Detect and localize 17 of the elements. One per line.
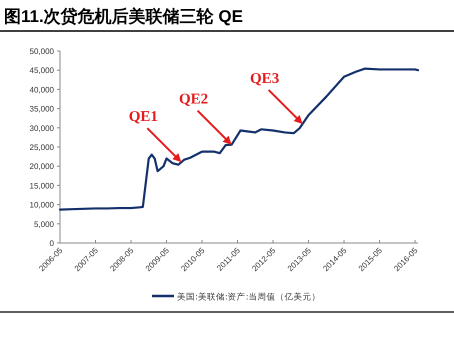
y-tick-label: 20,000 xyxy=(30,162,55,172)
annotation: QE2 xyxy=(179,92,208,108)
y-tick-label: 10,000 xyxy=(30,200,55,210)
y-tick-label: 0 xyxy=(50,239,55,248)
y-tick-label: 25,000 xyxy=(30,143,55,152)
y-tick-label: 15,000 xyxy=(30,181,55,190)
y-tick-label: 45,000 xyxy=(30,66,55,76)
y-tick-label: 50,000 xyxy=(30,47,55,56)
annotation: QE3 xyxy=(250,70,280,87)
y-tick-label: 30,000 xyxy=(30,124,55,133)
y-tick-label: 5,000 xyxy=(34,220,55,229)
y-tick-label: 35,000 xyxy=(30,104,55,114)
chart-title: 图11.次贷危机后美联储三轮 QE xyxy=(4,7,243,26)
annotation: QE1 xyxy=(128,109,158,126)
legend-label: 美国:美联储:资产:当周值（亿美元） xyxy=(177,292,321,302)
line-series xyxy=(58,68,420,211)
y-tick-label: 40,000 xyxy=(30,85,55,94)
